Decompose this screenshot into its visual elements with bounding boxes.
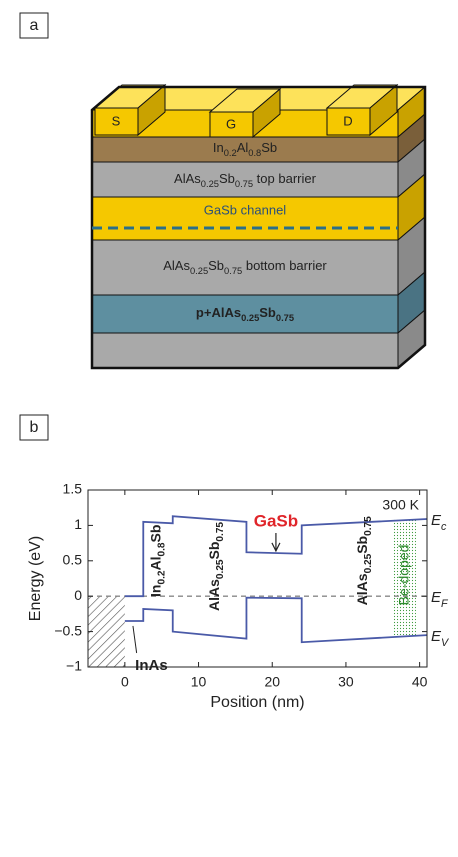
layer-label-part: Al	[237, 140, 249, 155]
layer-label-part: AlAs	[354, 573, 370, 605]
layer-label-part: In	[147, 585, 163, 597]
band-label-sub: V	[441, 637, 450, 649]
band-line	[125, 598, 427, 643]
layer-label-sub: 0.8	[157, 542, 168, 556]
y-tick-label: −0.5	[54, 622, 82, 638]
electrode-label: G	[226, 116, 236, 131]
layer-label-part: bottom barrier	[242, 258, 327, 273]
layer-label-part: Al	[147, 557, 163, 571]
band-label-sub: F	[441, 598, 449, 610]
layer-label-sub: 0.2	[224, 148, 237, 158]
panel-label: a	[30, 17, 39, 34]
y-tick-label: 0.5	[63, 552, 83, 568]
layer-label-sub: 0.75	[363, 516, 374, 536]
layer-label-part: Sb	[354, 536, 370, 554]
x-tick-label: 0	[121, 674, 129, 690]
layer-label-part: Sb	[208, 258, 224, 273]
arrow	[133, 626, 137, 653]
layer-label-sub: 0.25	[201, 179, 219, 189]
y-tick-label: −1	[66, 658, 82, 674]
chart: 0 10 20 30 40 −1 −0.5 0 0.5 1 1.5 Position (nm) Ener…	[27, 481, 450, 712]
layer-label-part: In	[213, 140, 224, 155]
layer-label-part: AlAs	[174, 171, 201, 186]
layer-label-part: AlAs	[205, 579, 221, 611]
layer-label-part: p+AlAs	[196, 305, 241, 320]
y-tick-label: 1	[74, 516, 82, 532]
electrode-label: S	[112, 113, 121, 128]
inas-region	[88, 596, 125, 667]
x-tick-label: 10	[191, 674, 207, 690]
layer-label-sub: 0.2	[157, 570, 168, 584]
layer-label: AlAs0.25Sb0.75	[205, 522, 225, 611]
band-label-sub: c	[441, 521, 447, 533]
figure: a SGDIn0.2Al0.8SbAlAs0.25Sb0.75 top barr…	[0, 0, 458, 857]
substrate-label: InAs	[135, 657, 168, 674]
doping-label: Be-doped	[396, 545, 412, 606]
x-tick-label: 30	[338, 674, 354, 690]
layer-label-sub: 0.75	[276, 313, 294, 323]
layer-label: AlAs0.25Sb0.75	[354, 516, 374, 605]
layer-label-part: Sb	[261, 140, 277, 155]
layer-label-sub: 0.75	[224, 266, 242, 276]
layer-label-sub: 0.25	[363, 553, 374, 573]
layer-label-part: Sb	[205, 542, 221, 560]
layer-label-sub: 0.25	[190, 266, 208, 276]
layer-label-part: AlAs	[163, 258, 190, 273]
channel-label: GaSb	[254, 511, 298, 530]
panel-label: b	[30, 419, 39, 436]
layer-label-part: Sb	[147, 525, 163, 543]
y-tick-label: 0	[74, 587, 82, 603]
band-label: EV	[431, 628, 450, 649]
band-label: Ec	[431, 512, 447, 533]
x-tick-label: 20	[264, 674, 280, 690]
layer-label-sub: 0.25	[241, 313, 259, 323]
layer-label-sub: 0.8	[248, 148, 261, 158]
layer-label-sub: 0.75	[215, 522, 226, 542]
temperature: 300 K	[382, 497, 419, 513]
y-tick-label: 1.5	[63, 481, 83, 497]
layer-label-sub: 0.25	[215, 559, 226, 579]
layer-label-part: Sb	[219, 171, 235, 186]
x-axis-label: Position (nm)	[210, 694, 304, 711]
electrode-label: D	[343, 113, 352, 128]
layer-label-part: Sb	[259, 305, 276, 320]
layer-label: In0.2Al0.8Sb	[147, 525, 167, 597]
layer-label-part: top barrier	[253, 171, 317, 186]
layer-label-sub: 0.75	[235, 179, 253, 189]
layer-label: GaSb channel	[204, 202, 287, 217]
y-axis-label: Energy (eV)	[27, 536, 44, 621]
band-label: EF	[431, 589, 449, 610]
x-tick-label: 40	[412, 674, 428, 690]
